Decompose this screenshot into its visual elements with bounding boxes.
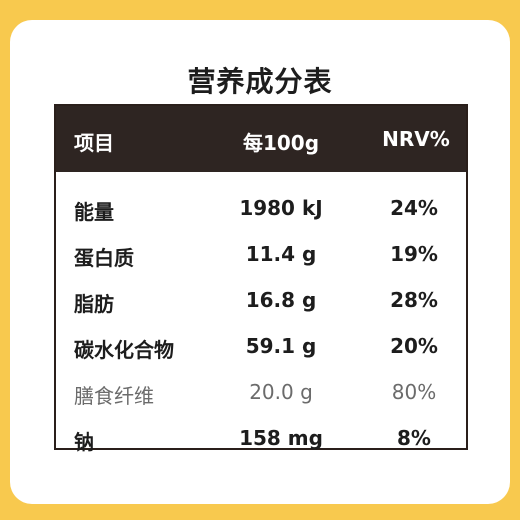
table-row: 蛋白质 11.4 g 19% xyxy=(56,230,466,276)
row-name: 脂肪 xyxy=(74,292,114,316)
header-item: 项目 xyxy=(74,131,114,155)
row-amount: 158 mg xyxy=(239,426,323,450)
row-amount: 20.0 g xyxy=(249,380,313,404)
row-name: 膳食纤维 xyxy=(74,384,154,408)
row-amount: 1980 kJ xyxy=(239,196,323,220)
row-name: 钠 xyxy=(74,430,94,454)
table-row: 能量 1980 kJ 24% xyxy=(56,184,466,230)
row-amount: 59.1 g xyxy=(245,334,317,358)
row-nrv: 28% xyxy=(390,288,438,312)
table-header: 项目 每100g NRV% xyxy=(56,106,466,172)
table-row: 脂肪 16.8 g 28% xyxy=(56,276,466,322)
row-name: 碳水化合物 xyxy=(74,338,174,362)
header-nrv: NRV% xyxy=(382,127,450,151)
row-name: 能量 xyxy=(74,200,114,224)
table-row: 碳水化合物 59.1 g 20% xyxy=(56,322,466,368)
header-amount: 每100g xyxy=(242,131,320,155)
row-nrv: 24% xyxy=(390,196,438,220)
table-row: 钠 158 mg 8% xyxy=(56,414,466,460)
row-nrv: 20% xyxy=(390,334,438,358)
row-amount: 16.8 g xyxy=(245,288,317,312)
table-row: 膳食纤维 20.0 g 80% xyxy=(56,368,466,414)
row-name: 蛋白质 xyxy=(74,246,134,270)
nutrition-table: 项目 每100g NRV% 能量 1980 kJ 24% 蛋白质 11.4 g … xyxy=(54,104,468,454)
nutrition-card: 营养成分表 项目 每100g NRV% 能量 1980 kJ 24% 蛋白质 1… xyxy=(10,20,510,504)
row-nrv: 8% xyxy=(397,426,431,450)
table-body: 能量 1980 kJ 24% 蛋白质 11.4 g 19% 脂肪 16.8 g … xyxy=(56,172,466,460)
row-amount: 11.4 g xyxy=(245,242,317,266)
page-title: 营养成分表 xyxy=(187,65,333,98)
row-nrv: 19% xyxy=(390,242,438,266)
row-nrv: 80% xyxy=(391,380,437,404)
